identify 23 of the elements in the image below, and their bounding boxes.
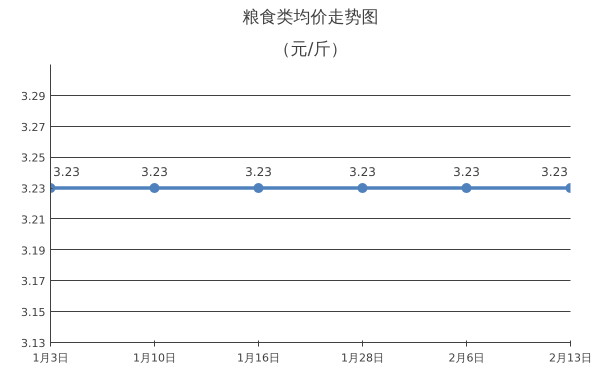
chart-title: 粮食类均价走势图 [242, 8, 378, 28]
data-label: 3.23 [453, 165, 480, 180]
y-tick-label: 3.21 [21, 213, 46, 226]
data-label: 3.23 [141, 165, 168, 180]
data-label: 3.23 [53, 165, 80, 180]
chart-subtitle: （元/斤） [274, 40, 348, 60]
y-tick-label: 3.19 [21, 244, 46, 258]
x-tick-label: 1月10日 [133, 352, 176, 364]
x-tick-label: 2月13日 [549, 352, 592, 364]
y-tick-label: 3.13 [21, 337, 46, 350]
x-tick-label: 1月3日 [32, 352, 68, 364]
y-tick-label: 3.25 [21, 152, 46, 165]
data-label: 3.23 [349, 165, 376, 180]
data-label: 3.23 [541, 165, 568, 180]
data-label: 3.23 [245, 165, 272, 180]
y-tick-label: 3.27 [21, 120, 46, 134]
y-tick-label: 3.15 [21, 306, 46, 320]
y-tick-label: 3.17 [21, 275, 46, 288]
x-tick-label: 1月16日 [237, 352, 280, 364]
y-tick-label: 3.29 [21, 90, 46, 103]
x-tick-label: 2月6日 [448, 352, 484, 364]
y-tick-label: 3.23 [21, 182, 46, 196]
x-tick-label: 1月28日 [341, 352, 384, 364]
